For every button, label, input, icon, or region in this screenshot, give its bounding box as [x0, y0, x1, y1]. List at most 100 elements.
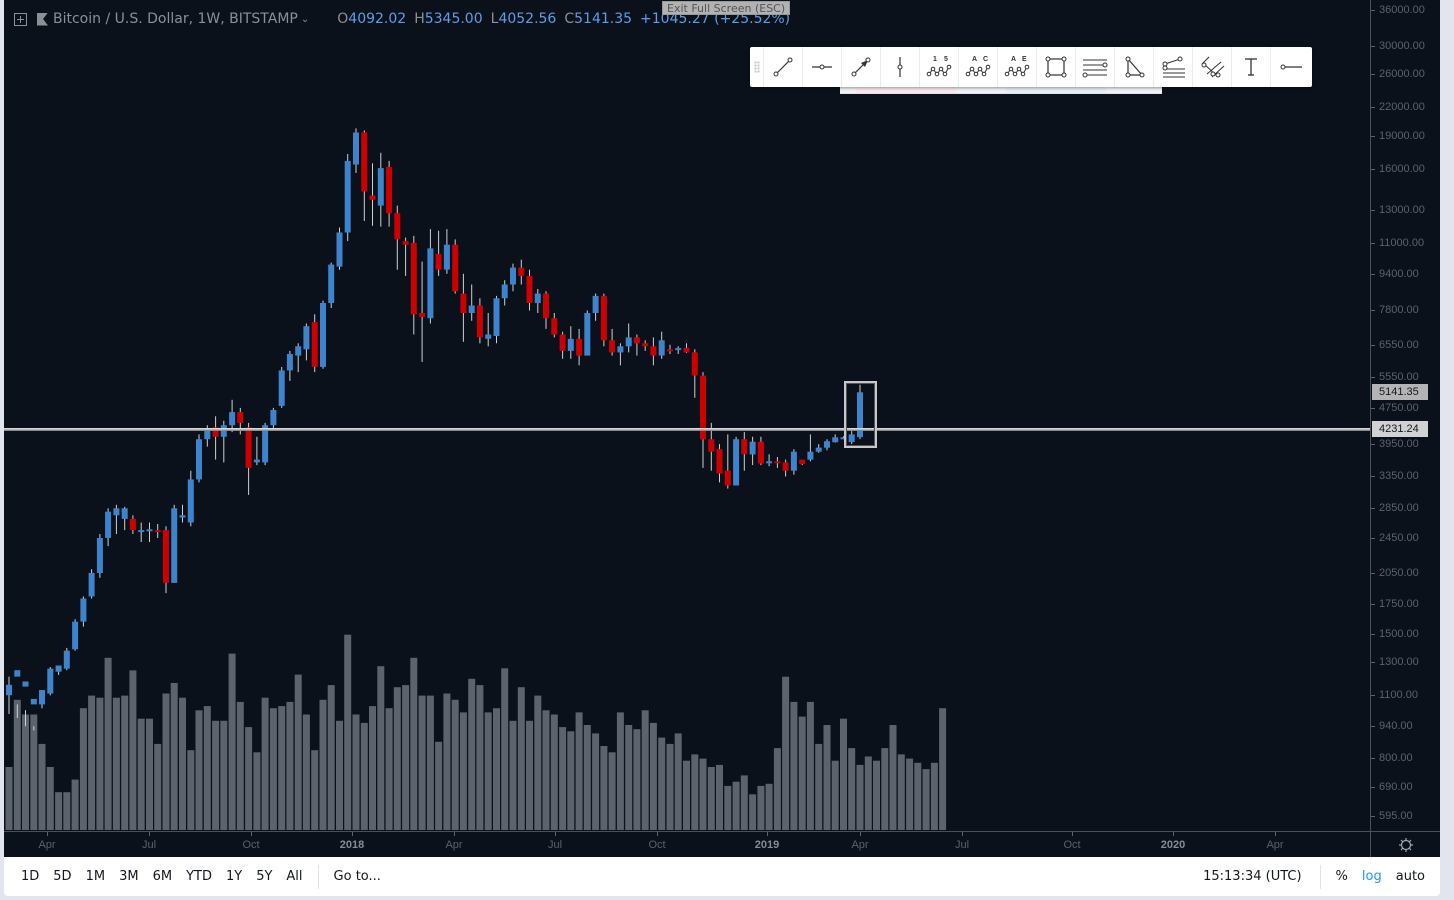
price-tick-mark	[1371, 344, 1375, 346]
volume-bar	[476, 685, 484, 830]
volume-bar	[129, 670, 137, 830]
exit-fullscreen-tooltip[interactable]: Exit Full Screen (ESC)	[662, 1, 791, 15]
fib-fan-icon	[1201, 56, 1225, 78]
candle	[485, 313, 492, 347]
volume-bar	[418, 695, 426, 830]
volume-bar	[798, 716, 806, 830]
range-button-ytd[interactable]: YTD	[186, 869, 212, 884]
volume-bar	[30, 714, 38, 830]
arrow-tool-button[interactable]	[842, 47, 881, 87]
candle	[6, 676, 12, 714]
time-tick-mark	[860, 832, 861, 836]
volume-bar	[559, 727, 567, 830]
range-button-6m[interactable]: 6M	[152, 869, 173, 884]
candle	[220, 420, 227, 463]
range-button-1d[interactable]: 1D	[21, 869, 40, 884]
volume-bar	[104, 657, 112, 830]
candle	[163, 526, 169, 594]
candle	[253, 436, 260, 466]
volume-bar	[897, 754, 905, 830]
volume-bar	[707, 767, 715, 830]
chevron-down-icon[interactable]: ⌄	[300, 13, 310, 25]
text-tool-button[interactable]	[1232, 47, 1271, 87]
pitchfork-tool-button[interactable]	[1154, 47, 1193, 87]
horizontal-line-drawing[interactable]	[4, 428, 1370, 431]
price-tick-mark	[1371, 537, 1375, 539]
price-tick-label: 36000.00	[1379, 4, 1425, 16]
candle	[782, 459, 789, 477]
time-tick-label: Apr	[38, 839, 56, 851]
volume-bar	[121, 695, 129, 830]
candle	[212, 416, 219, 460]
vertical-line-tool-button[interactable]	[881, 47, 920, 87]
parallel-channel-tool-button[interactable]	[1076, 47, 1115, 87]
candle	[72, 619, 79, 651]
pitchfork-icon	[1162, 56, 1185, 78]
candle	[278, 367, 285, 408]
range-button-1y[interactable]: 1Y	[225, 869, 243, 884]
highlight-rectangle-drawing[interactable]	[844, 381, 877, 448]
trend-line-tool-button[interactable]	[764, 47, 803, 87]
candle	[14, 670, 21, 718]
candle	[625, 323, 632, 353]
volume-bar	[137, 718, 145, 830]
volume-bar	[683, 760, 690, 830]
price-tick-mark	[1371, 444, 1375, 446]
candle	[394, 205, 401, 270]
divider	[1319, 864, 1321, 889]
price-tick-mark	[1371, 73, 1375, 75]
goto-date-button[interactable]: Go to...	[333, 869, 381, 884]
volume-bar	[451, 699, 459, 830]
fib-fan-tool-button[interactable]	[1193, 47, 1232, 87]
price-tick-mark	[1371, 572, 1375, 574]
chart-settings-button[interactable]	[1370, 831, 1440, 857]
volume-bar	[534, 695, 542, 830]
clock-time[interactable]: 15:13:34 (UTC)	[1203, 869, 1302, 884]
drag-handle[interactable]	[750, 47, 764, 87]
volume-bar	[831, 760, 839, 830]
log-scale-toggle[interactable]: log	[1361, 869, 1382, 884]
range-button-3m[interactable]: 3M	[119, 869, 139, 884]
horizontal-line-tool-button[interactable]	[1271, 47, 1310, 87]
time-axis[interactable]: Apr Jul Oct 2018 Apr Jul Oct 2019 Apr Jul Oct 2020 A…	[4, 831, 1370, 857]
range-button-all[interactable]: All	[286, 869, 303, 884]
price-tick-mark	[1371, 135, 1375, 137]
flag-icon[interactable]	[37, 12, 48, 26]
range-button-5y[interactable]: 5Y	[256, 869, 273, 884]
volume-bar	[146, 718, 153, 830]
candle	[543, 291, 549, 329]
volume-bar	[790, 701, 798, 830]
price-tick-mark	[1371, 662, 1375, 664]
candle	[741, 432, 748, 471]
percent-scale-toggle[interactable]: %	[1335, 869, 1348, 884]
symbol-title[interactable]: Bitcoin / U.S. Dollar, 1W, BITSTAMP	[53, 11, 298, 27]
horizontal-ray-tool-button[interactable]	[803, 47, 842, 87]
time-tick-label: 2020	[1160, 839, 1186, 851]
arrow-icon	[851, 57, 871, 77]
rectangle-icon	[1045, 56, 1067, 78]
candle	[476, 298, 483, 344]
candle	[80, 596, 87, 627]
triangle-tool-button[interactable]	[1115, 47, 1154, 87]
volume-bar	[170, 683, 178, 830]
time-tick-label: Oct	[648, 839, 666, 851]
price-axis[interactable]: 36000.00 30000.00 26000.00 22000.00 19000.00…	[1370, 0, 1440, 831]
candle	[683, 343, 690, 353]
expand-icon[interactable]	[14, 12, 27, 26]
gear-icon[interactable]	[1398, 837, 1414, 853]
volume-bar	[377, 666, 385, 830]
candle	[113, 504, 120, 534]
time-tick-mark	[47, 832, 48, 836]
range-button-1m[interactable]: 1M	[85, 869, 106, 884]
auto-scale-toggle[interactable]: auto	[1395, 869, 1425, 884]
candle	[402, 237, 409, 276]
range-button-5d[interactable]: 5D	[53, 869, 72, 884]
volume-bar	[319, 699, 327, 830]
price-tick-label: 1750.00	[1379, 598, 1419, 611]
rectangle-tool-button[interactable]	[1037, 47, 1076, 87]
